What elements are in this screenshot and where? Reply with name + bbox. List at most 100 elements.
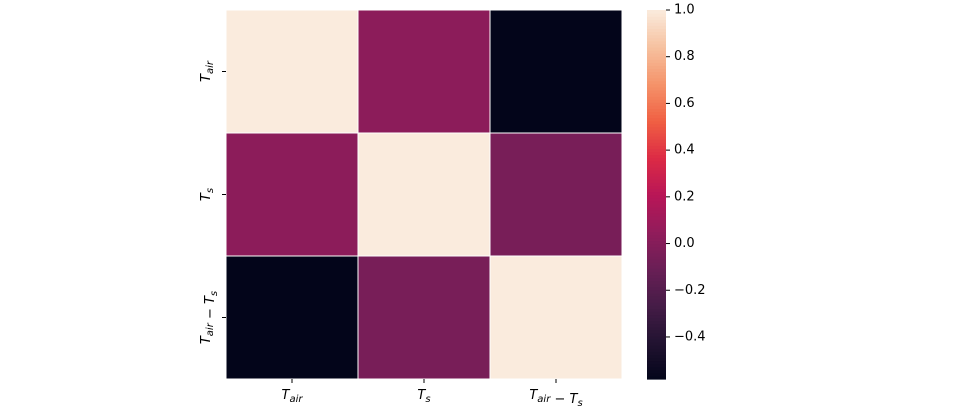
colorbar-segment — [647, 286, 666, 291]
heatmap-cell — [489, 132, 623, 257]
heatmap-cell — [357, 9, 491, 134]
colorbar-segment — [647, 369, 666, 374]
colorbar-segment — [647, 320, 666, 325]
colorbar-segment — [647, 222, 666, 226]
colorbar-segment — [647, 105, 666, 109]
colorbar-segment — [647, 212, 666, 217]
colorbar-segment — [647, 305, 666, 309]
colorbar-segment — [647, 65, 666, 70]
colorbar-segment — [647, 10, 666, 14]
colorbar-segment — [647, 56, 666, 60]
colorbar-segment — [647, 136, 666, 140]
colorbar-segment — [647, 339, 666, 343]
colorbar-segment — [647, 68, 666, 73]
colorbar-segment — [647, 126, 666, 131]
colorbar-segment — [647, 259, 666, 263]
colorbar-segment — [647, 157, 666, 162]
colorbar-segment — [647, 172, 666, 177]
colorbar-segment — [647, 129, 666, 134]
colorbar-segment — [647, 49, 666, 54]
colorbar-segment — [647, 40, 666, 45]
colorbar-segment — [647, 120, 666, 125]
colorbar-segment — [647, 268, 666, 272]
colorbar-segment — [647, 93, 666, 97]
x-tick-label: Tair — [282, 388, 304, 406]
heatmap-cell — [225, 9, 359, 134]
heatmap-cell — [489, 255, 623, 380]
colorbar-segment — [647, 34, 666, 39]
colorbar-tick-label: −0.4 — [674, 329, 706, 344]
colorbar-segment — [647, 363, 666, 368]
colorbar-segment — [647, 332, 666, 337]
heatmap-cell — [489, 9, 623, 134]
colorbar-segment — [647, 216, 666, 220]
colorbar-segment — [647, 71, 666, 76]
colorbar-segment — [647, 77, 666, 82]
colorbar-segment — [647, 345, 666, 349]
colorbar-segment — [647, 277, 666, 282]
colorbar-segment — [647, 145, 666, 149]
colorbar-segment — [647, 74, 666, 79]
colorbar-segment — [647, 243, 666, 248]
colorbar-segment — [647, 342, 666, 346]
heatmap-cell — [357, 132, 491, 257]
heatmap-cell — [225, 255, 359, 380]
colorbar-segment — [647, 25, 666, 30]
colorbar-segment — [647, 326, 666, 331]
colorbar-segment — [647, 142, 666, 146]
heatmap-cell — [225, 132, 359, 257]
colorbar-segment — [647, 123, 666, 128]
colorbar-segment — [647, 117, 666, 122]
colorbar-segment — [647, 200, 666, 205]
colorbar-segment — [647, 19, 666, 23]
colorbar-segment — [647, 96, 666, 100]
colorbar-segment — [647, 151, 666, 156]
colorbar-tick-label: 0.8 — [674, 49, 695, 64]
colorbar-segment — [647, 31, 666, 36]
colorbar-segment — [647, 133, 666, 137]
colorbar-segment — [647, 53, 666, 57]
colorbar-segment — [647, 357, 666, 362]
x-tick-label: Tair − Ts — [529, 388, 582, 410]
colorbar-segment — [647, 209, 666, 214]
colorbar-segment — [647, 237, 666, 242]
colorbar-segment — [647, 86, 666, 91]
colorbar-tick-label: 0.6 — [674, 96, 695, 111]
colorbar-segment — [647, 163, 666, 168]
y-tick-label: Tair — [199, 60, 217, 82]
colorbar-segment — [647, 59, 666, 63]
colorbar-segment — [647, 295, 666, 300]
colorbar-segment — [647, 280, 666, 285]
colorbar-segment — [647, 169, 666, 174]
colorbar-segment — [647, 351, 666, 355]
colorbar-segment — [647, 311, 666, 316]
colorbar-segment — [647, 99, 666, 103]
colorbar-segment — [647, 302, 666, 306]
colorbar-segment — [647, 154, 666, 159]
colorbar-segment — [647, 219, 666, 223]
colorbar-segment — [647, 299, 666, 303]
colorbar-segment — [647, 191, 666, 196]
colorbar-segment — [647, 231, 666, 236]
colorbar-segment — [647, 22, 666, 26]
colorbar-segment — [647, 308, 666, 312]
colorbar-segment — [647, 62, 666, 66]
colorbar-segment — [647, 265, 666, 269]
colorbar-segment — [647, 225, 666, 229]
colorbar-segment — [647, 102, 666, 106]
colorbar-segment — [647, 329, 666, 334]
colorbar-segment — [647, 289, 666, 294]
colorbar-segment — [647, 37, 666, 42]
colorbar-segment — [647, 292, 666, 297]
colorbar-tick-label: −0.2 — [674, 283, 706, 298]
colorbar-segment — [647, 80, 666, 85]
colorbar-segment — [647, 354, 666, 359]
colorbar-segment — [647, 271, 666, 276]
colorbar-segment — [647, 372, 666, 377]
colorbar-tick-label: 0.4 — [674, 143, 695, 158]
colorbar-segment — [647, 160, 666, 165]
heatmap-cell — [357, 255, 491, 380]
colorbar-segment — [647, 89, 666, 94]
colorbar-tick-label: 0.2 — [674, 189, 695, 204]
